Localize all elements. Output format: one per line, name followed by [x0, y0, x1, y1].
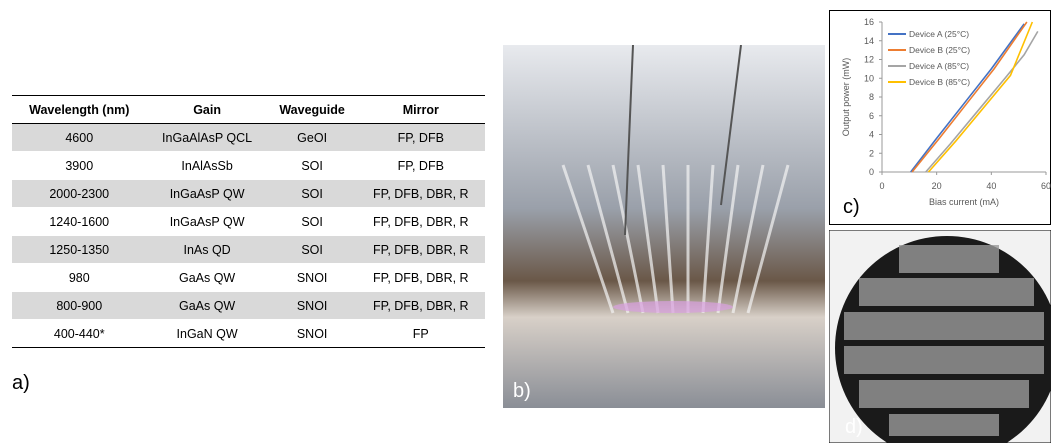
table-row: 400-440* InGaN QW SNOI FP [12, 319, 485, 348]
table-cell: SNOI [267, 263, 357, 292]
table-cell: SNOI [267, 319, 357, 348]
y-tick-label: 14 [864, 36, 874, 46]
table-row: 4600 InGaAlAsP QCL GeOI FP, DFB [12, 123, 485, 152]
y-tick-label: 16 [864, 17, 874, 27]
table-row: 3900 InAlAsSb SOI FP, DFB [12, 151, 485, 180]
table-cell: InAlAsSb [146, 151, 268, 180]
table-row: 1250-1350 InAs QD SOI FP, DFB, DBR, R [12, 235, 485, 264]
table-cell: SOI [267, 151, 357, 180]
table-row: 2000-2300 InGaAsP QW SOI FP, DFB, DBR, R [12, 179, 485, 208]
column-header: Gain [146, 95, 268, 124]
legend-label: Device A (25°C) [909, 29, 969, 39]
x-axis-label: Bias current (mA) [929, 197, 999, 207]
column-header: Wavelength (nm) [12, 95, 147, 124]
table-row: 1240-1600 InGaAsP QW SOI FP, DFB, DBR, R [12, 207, 485, 236]
column-header: Waveguide [267, 95, 357, 124]
photo-probe: b) [503, 45, 825, 408]
legend-label: Device A (85°C) [909, 61, 969, 71]
data-line [910, 23, 1025, 173]
table-cell: 1240-1600 [12, 207, 147, 236]
panel-label: c) [843, 196, 860, 218]
y-tick-label: 12 [864, 55, 874, 65]
y-tick-label: 2 [869, 148, 874, 158]
table-cell: InGaAlAsP QCL [146, 123, 268, 152]
legend-label: Device B (25°C) [909, 45, 970, 55]
data-line [925, 30, 1039, 173]
table-cell: GaAs QW [146, 263, 268, 292]
table-cell: FP, DFB [356, 151, 485, 180]
table-cell: FP, DFB, DBR, R [356, 263, 485, 292]
table-cell: FP, DFB [356, 123, 485, 152]
y-tick-label: 8 [869, 92, 874, 102]
table-cell: InGaAsP QW [146, 207, 268, 236]
table-cell: SOI [267, 179, 357, 208]
table-cell: 1250-1350 [12, 235, 147, 264]
table-cell: 4600 [12, 123, 147, 152]
table-cell: 980 [12, 263, 147, 292]
table-cell: SNOI [267, 291, 357, 320]
data-line [911, 21, 1028, 173]
table-row: 980 GaAs QW SNOI FP, DFB, DBR, R [12, 263, 485, 292]
y-tick-label: 6 [869, 111, 874, 121]
table-cell: GaAs QW [146, 291, 268, 320]
table-cell: FP, DFB, DBR, R [356, 179, 485, 208]
table-cell: SOI [267, 235, 357, 264]
data-line [927, 21, 1034, 173]
x-tick-label: 40 [986, 181, 996, 191]
table-cell: InAs QD [146, 235, 268, 264]
y-axis-label: Output power (mW) [841, 58, 851, 137]
x-tick-label: 20 [932, 181, 942, 191]
photo-wafer: d) [829, 230, 1051, 443]
y-tick-label: 10 [864, 73, 874, 83]
y-tick-label: 4 [869, 130, 874, 140]
table-cell: FP, DFB, DBR, R [356, 207, 485, 236]
y-tick-label: 0 [869, 167, 874, 177]
panel-label: b) [513, 380, 531, 402]
table-cell: 400-440* [12, 319, 147, 348]
panel-label: a) [12, 372, 30, 394]
table-cell: 2000-2300 [12, 179, 147, 208]
x-tick-label: 0 [879, 181, 884, 191]
table-cell: InGaN QW [146, 319, 268, 348]
table-cell: InGaAsP QW [146, 179, 268, 208]
table-cell: GeOI [267, 123, 357, 152]
x-tick-label: 60 [1041, 181, 1051, 191]
table-cell: SOI [267, 207, 357, 236]
table-cell: FP [356, 319, 485, 348]
table-cell: FP, DFB, DBR, R [356, 235, 485, 264]
material-table: Wavelength (nm) Gain Waveguide Mirror 4600 In… [12, 95, 485, 348]
panel-label: d) [845, 416, 863, 438]
legend-label: Device B (85°C) [909, 77, 970, 87]
table-cell: FP, DFB, DBR, R [356, 291, 485, 320]
chart: c) 0 2 4 6 8 10 12 14 16 0 20 40 60 Bias current (mA)… [829, 10, 1051, 225]
table-cell: 800-900 [12, 291, 147, 320]
column-header: Mirror [356, 95, 485, 124]
table-cell: 3900 [12, 151, 147, 180]
table-row: 800-900 GaAs QW SNOI FP, DFB, DBR, R [12, 291, 485, 320]
